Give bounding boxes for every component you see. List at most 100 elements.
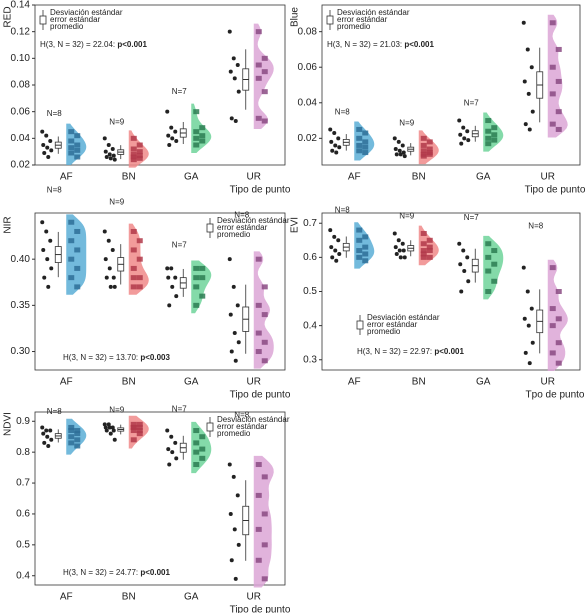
- data-point: [236, 89, 241, 94]
- rug-mark: [193, 462, 200, 468]
- data-point: [394, 152, 399, 157]
- rug-mark: [549, 64, 556, 70]
- rug-mark: [549, 306, 556, 312]
- data-point: [332, 131, 337, 135]
- data-point: [169, 434, 174, 439]
- data-point: [401, 248, 406, 253]
- data-point: [107, 152, 112, 157]
- data-point: [329, 139, 334, 144]
- x-tick-label: AF: [348, 172, 361, 183]
- legend-label: error estándar: [367, 320, 418, 329]
- rug-mark: [362, 130, 369, 136]
- data-point: [229, 349, 234, 354]
- data-point: [103, 149, 108, 154]
- rug-mark: [491, 248, 498, 254]
- rug-mark: [136, 256, 143, 262]
- y-axis-label: NDVI: [3, 412, 14, 436]
- rug-mark: [362, 251, 369, 257]
- rug-mark: [356, 237, 363, 243]
- data-point: [169, 125, 174, 130]
- statistic: H(3, N = 32) = 22.97: p<0.001: [357, 347, 465, 356]
- statistic: H(3, N = 32) = 13.70: p<0.003: [63, 353, 171, 362]
- n-label: N=7: [172, 241, 187, 250]
- rug-mark: [74, 142, 81, 148]
- n-label: N=7: [464, 99, 479, 108]
- x-tick-label: GA: [476, 172, 491, 183]
- data-point: [231, 474, 236, 479]
- rug-mark: [549, 350, 556, 356]
- legend-box: [356, 320, 364, 330]
- rug-mark: [362, 258, 369, 264]
- data-point: [42, 151, 47, 155]
- rug-mark: [426, 139, 433, 145]
- data-point: [40, 129, 45, 134]
- rug-mark: [255, 526, 262, 532]
- rug-mark: [362, 139, 369, 145]
- legend-label: Desviación estándar: [217, 415, 290, 424]
- data-point: [111, 275, 116, 280]
- data-point: [108, 156, 113, 161]
- statistic: H(3, N = 32) = 24.77: p<0.001: [63, 568, 171, 577]
- data-point: [236, 340, 241, 345]
- y-axis-label: Blue: [290, 7, 301, 27]
- y-tick-label: 0.02: [298, 133, 318, 144]
- violin: [253, 23, 274, 130]
- data-point: [461, 125, 466, 130]
- data-point: [110, 425, 115, 430]
- rug-mark: [68, 440, 75, 446]
- data-point: [102, 422, 107, 427]
- rug-mark: [485, 289, 492, 294]
- rug-mark: [193, 302, 200, 308]
- rug-mark: [136, 421, 143, 427]
- rug-mark: [199, 275, 206, 281]
- rug-mark: [491, 125, 498, 131]
- data-point: [231, 56, 236, 61]
- rug-mark: [68, 238, 75, 244]
- rug-mark: [199, 138, 206, 144]
- rug-mark: [255, 330, 262, 336]
- y-tick-label: 0.14: [11, 0, 31, 11]
- y-tick-label: 0.7: [303, 218, 317, 229]
- rug-mark: [193, 142, 200, 148]
- statistic-text: H(3, N = 32) = 21.03:: [327, 40, 404, 49]
- rug-mark: [74, 133, 81, 139]
- rug-mark: [74, 154, 81, 160]
- rug-mark: [255, 62, 262, 68]
- data-point: [397, 248, 402, 253]
- data-point: [46, 443, 51, 448]
- data-point: [462, 269, 467, 274]
- data-point: [521, 20, 526, 25]
- data-point: [526, 91, 531, 96]
- violin: [253, 455, 274, 588]
- rug-mark: [356, 254, 363, 260]
- rug-mark: [261, 511, 268, 517]
- rug-mark: [261, 312, 268, 318]
- data-point: [170, 284, 175, 289]
- rug-mark: [555, 316, 562, 322]
- data-point: [526, 323, 531, 328]
- rug-mark: [555, 340, 562, 346]
- legend-box: [206, 422, 214, 432]
- rug-mark: [426, 248, 433, 254]
- rug-mark: [193, 109, 200, 115]
- data-point: [104, 155, 109, 159]
- rug-mark: [549, 91, 556, 97]
- rug-mark: [255, 75, 262, 81]
- x-tick-label: UR: [247, 592, 261, 603]
- data-point: [104, 428, 109, 433]
- x-tick-label: AF: [60, 377, 73, 388]
- data-point: [400, 143, 405, 148]
- rug-mark: [136, 284, 143, 290]
- n-label: N=7: [464, 213, 479, 222]
- data-point: [46, 284, 51, 289]
- data-point: [174, 294, 179, 299]
- data-point: [232, 331, 237, 336]
- data-point: [44, 428, 49, 433]
- data-point: [40, 220, 45, 225]
- data-point: [166, 447, 171, 452]
- y-tick-label: 0.12: [11, 26, 31, 37]
- data-point: [107, 266, 112, 271]
- rug-mark: [68, 275, 75, 281]
- data-point: [229, 558, 234, 563]
- legend-label: promedio: [217, 230, 251, 239]
